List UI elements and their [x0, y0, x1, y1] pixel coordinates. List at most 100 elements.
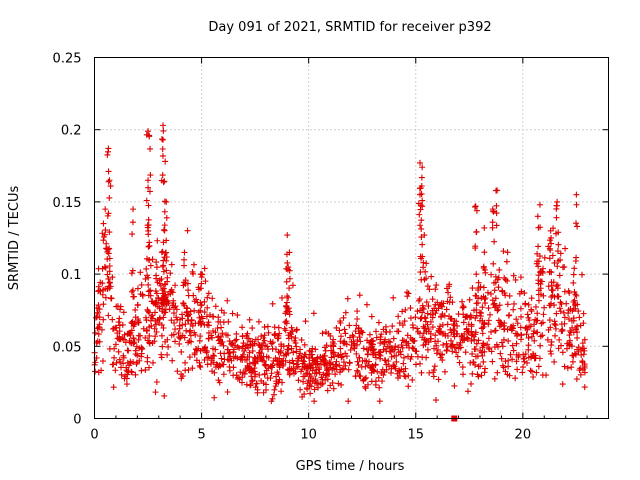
data-point — [418, 255, 425, 262]
data-point — [168, 317, 175, 324]
data-point — [459, 298, 466, 305]
data-point — [269, 300, 276, 307]
data-point — [488, 271, 495, 278]
data-point — [390, 335, 397, 342]
data-point — [401, 318, 408, 325]
data-point — [572, 351, 579, 358]
data-point — [201, 309, 208, 316]
data-point — [415, 297, 422, 304]
data-point — [504, 301, 511, 308]
data-point — [354, 358, 361, 365]
data-point — [549, 252, 556, 259]
data-point — [138, 367, 145, 374]
data-point — [478, 349, 485, 356]
data-point — [147, 172, 154, 179]
data-point — [139, 292, 146, 299]
data-point — [407, 315, 414, 322]
data-point — [472, 315, 479, 322]
peak-point — [534, 213, 541, 220]
data-point — [501, 274, 508, 281]
data-point — [268, 370, 275, 377]
data-point — [233, 336, 240, 343]
data-point — [263, 353, 270, 360]
y-tick-label: 0 — [73, 413, 81, 428]
data-point — [459, 364, 466, 371]
data-point — [239, 374, 246, 381]
peak-point — [106, 177, 113, 184]
data-point — [358, 328, 365, 335]
data-point — [548, 342, 555, 349]
data-point — [152, 288, 159, 295]
data-point — [399, 344, 406, 351]
data-point — [150, 300, 157, 307]
data-point — [120, 354, 127, 361]
data-point — [437, 323, 444, 330]
data-point — [105, 312, 112, 319]
data-point — [129, 320, 136, 327]
data-point — [438, 351, 445, 358]
data-point — [376, 398, 383, 405]
data-point — [410, 324, 417, 331]
data-point — [346, 359, 353, 366]
data-point — [146, 339, 153, 346]
data-point — [240, 369, 247, 376]
data-point — [498, 355, 505, 362]
data-point — [95, 265, 102, 272]
data-point — [303, 385, 310, 392]
data-point — [160, 285, 167, 292]
data-point — [350, 344, 357, 351]
data-point — [423, 260, 430, 267]
data-point — [576, 314, 583, 321]
data-point — [100, 237, 107, 244]
y-axis-ticks: 0 0.05 0.1 0.15 0.2 0.25 — [53, 52, 609, 428]
data-point — [124, 330, 131, 337]
data-point — [346, 322, 353, 329]
data-point — [567, 327, 574, 334]
data-point — [372, 378, 379, 385]
data-point — [189, 268, 196, 275]
data-point — [278, 388, 285, 395]
peak-point — [160, 122, 167, 129]
data-point — [341, 340, 348, 347]
data-point — [375, 374, 382, 381]
data-point — [140, 325, 147, 332]
data-point — [261, 371, 268, 378]
data-point — [552, 325, 559, 332]
data-point — [329, 349, 336, 356]
data-point — [375, 319, 382, 326]
data-point — [553, 310, 560, 317]
data-point — [555, 258, 562, 265]
data-point — [233, 330, 240, 337]
data-point — [220, 342, 227, 349]
data-point — [418, 225, 425, 232]
data-point — [433, 342, 440, 349]
data-point — [518, 313, 525, 320]
peak-point — [105, 145, 112, 152]
data-point — [493, 302, 500, 309]
data-point — [404, 332, 411, 339]
data-point — [128, 270, 135, 277]
data-point — [540, 311, 547, 318]
data-point — [564, 365, 571, 372]
data-point — [179, 332, 186, 339]
data-point — [571, 350, 578, 357]
data-point — [285, 332, 292, 339]
data-point — [548, 279, 555, 286]
data-point — [130, 293, 137, 300]
data-point — [161, 392, 168, 399]
data-point — [395, 313, 402, 320]
data-point — [570, 271, 577, 278]
data-point — [306, 382, 313, 389]
data-point — [546, 302, 553, 309]
data-point — [573, 201, 580, 208]
data-point — [554, 281, 561, 288]
data-point — [146, 257, 153, 264]
data-point — [327, 382, 334, 389]
data-point — [159, 172, 166, 179]
data-point — [311, 398, 318, 405]
data-point — [289, 357, 296, 364]
data-points — [91, 122, 588, 422]
data-point — [293, 364, 300, 371]
data-point — [262, 342, 269, 349]
data-point — [492, 327, 499, 334]
